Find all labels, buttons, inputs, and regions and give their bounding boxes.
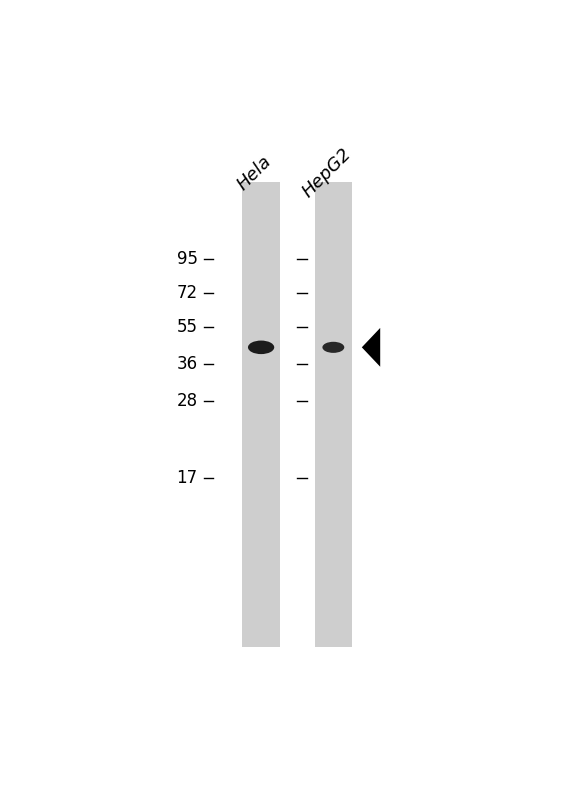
Bar [315,182,352,647]
Ellipse shape [323,342,344,353]
Text: 55: 55 [177,318,198,336]
Ellipse shape [248,341,274,354]
Text: Hela: Hela [234,152,276,194]
Bar [242,182,280,647]
Text: 72: 72 [176,284,198,302]
Text: 95: 95 [177,250,198,268]
Text: 17: 17 [176,469,198,487]
Polygon shape [362,328,380,366]
Text: 36: 36 [176,355,198,373]
Text: 28: 28 [176,392,198,410]
Text: HepG2: HepG2 [299,145,355,201]
